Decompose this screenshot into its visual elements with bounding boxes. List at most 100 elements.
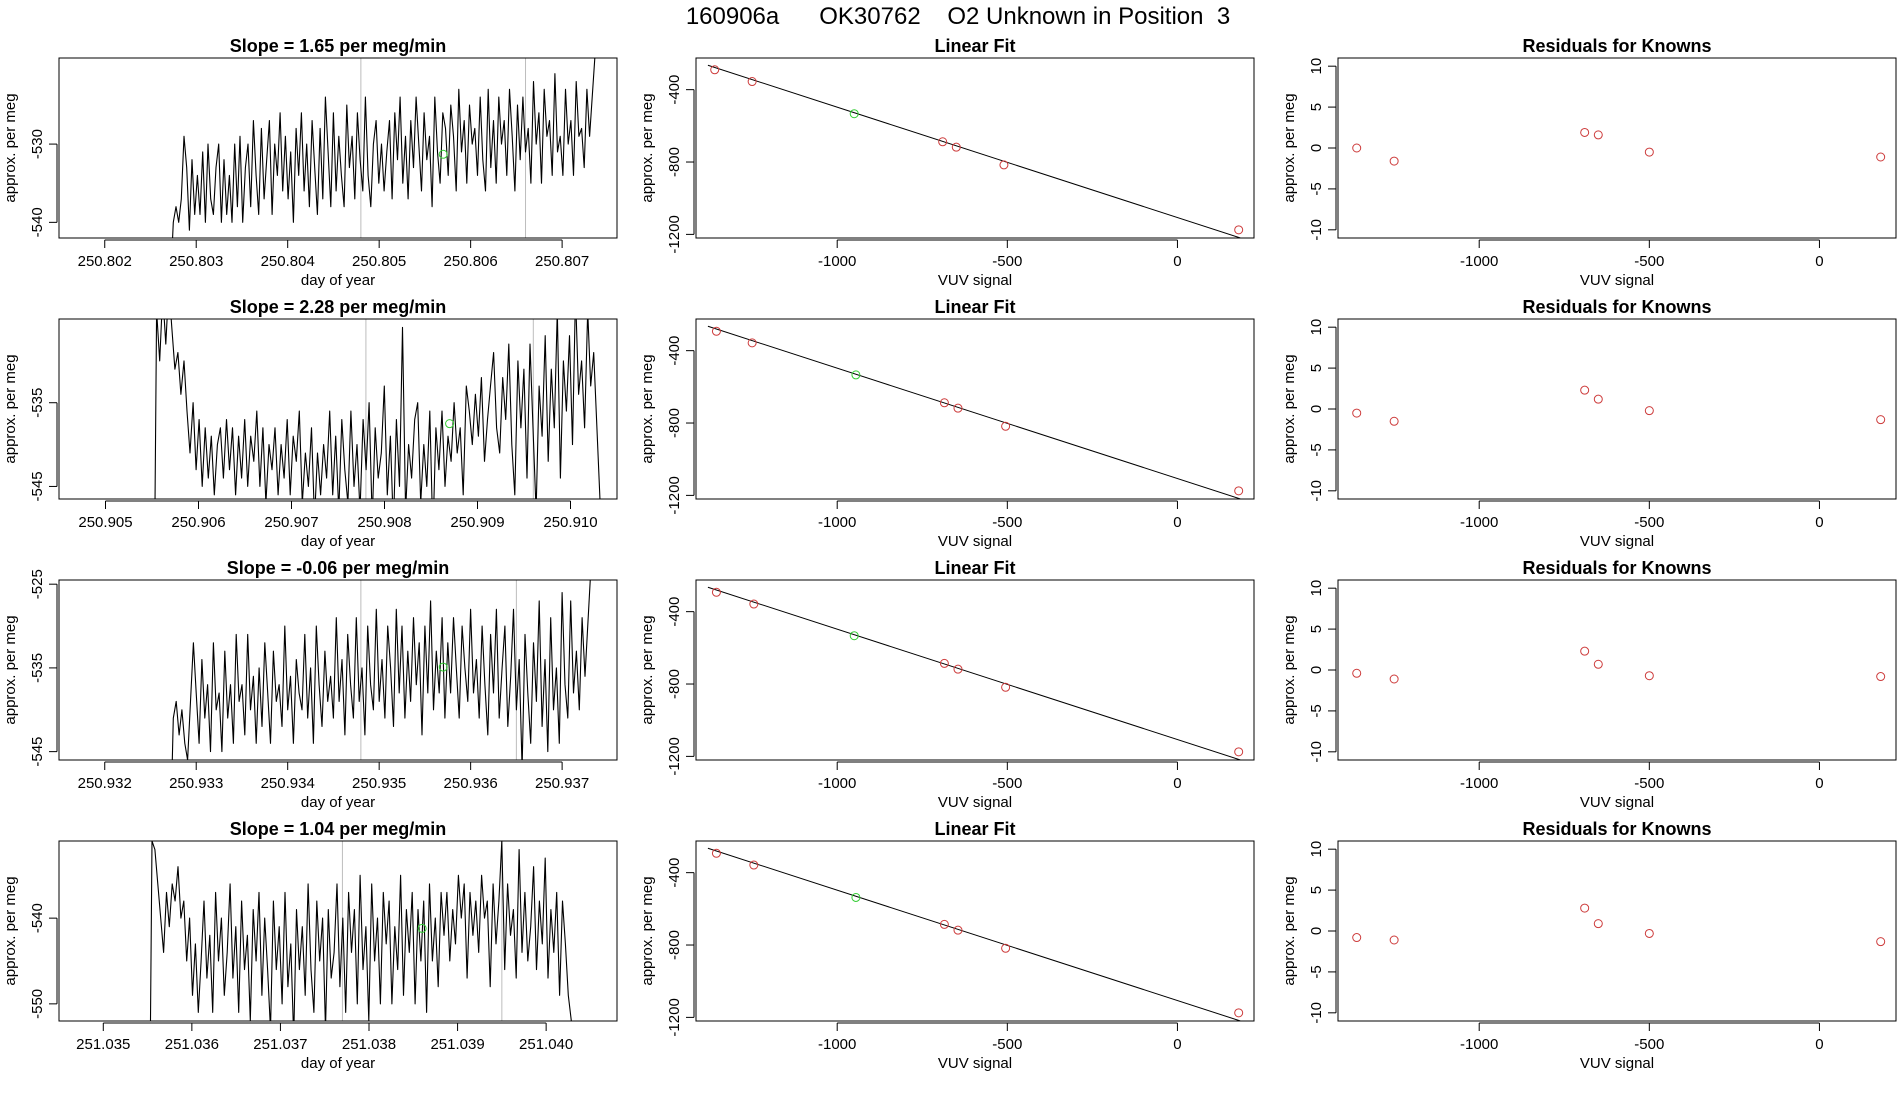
y-tick-label: 10: [1308, 319, 1325, 336]
x-axis: -1000 -500 0 VUV signal: [1460, 1022, 1824, 1072]
x-axis: -1000 -500 0 VUV signal: [818, 500, 1182, 550]
x-axis: 250.932 250.933 250.934 250.935 250.936 250.9…: [78, 761, 589, 811]
x-tick-label: 250.802: [78, 253, 132, 270]
known-point: [939, 398, 949, 408]
y-tick-label: -535: [29, 388, 46, 418]
residual-point: [1644, 406, 1654, 416]
y-tick-label: 10: [1308, 580, 1325, 597]
y-tick-label: -1200: [666, 476, 683, 514]
plot-area: [707, 847, 1244, 1021]
plot-area: [707, 64, 1244, 238]
known-point: [749, 599, 759, 609]
plot-frame: [1337, 840, 1897, 1022]
x-tick-label: -500: [1634, 775, 1664, 792]
unknown-point-marker: [851, 892, 861, 902]
data-trace-line: [154, 319, 601, 499]
known-point: [1001, 943, 1011, 953]
unknown-point-marker: [438, 662, 448, 672]
residual-point: [1389, 935, 1399, 945]
x-axis-label: VUV signal: [1580, 272, 1654, 289]
y-tick-label: 0: [1308, 144, 1325, 152]
panel-title: Slope = 1.04 per meg/min: [230, 819, 447, 839]
x-axis: -1000 -500 0 VUV signal: [1460, 500, 1824, 550]
known-point: [1001, 421, 1011, 431]
x-tick-label: 250.935: [352, 775, 406, 792]
known-point: [747, 338, 757, 348]
plot-frame: [1337, 579, 1897, 761]
plot-frame: [58, 318, 618, 500]
x-axis-label: day of year: [301, 1055, 375, 1072]
residual-point: [1593, 394, 1603, 404]
y-tick-label: -530: [29, 129, 46, 159]
residuals-panel-row-2: Residuals for Knowns -1000 -500 0 VUV signal…: [1281, 297, 1897, 550]
y-axis: -1200 -800 -400 approx. per meg: [639, 597, 695, 776]
y-axis-label: approx. per meg: [639, 354, 656, 463]
plot-area: [707, 325, 1244, 499]
x-tick-label: 250.905: [78, 514, 132, 531]
known-point: [711, 848, 721, 858]
plot-area: [1352, 385, 1886, 426]
residual-point: [1389, 416, 1399, 426]
y-axis-label: approx. per meg: [2, 876, 19, 985]
x-tick-label: 251.036: [165, 1036, 219, 1053]
plot-frame: [58, 840, 618, 1022]
x-axis-label: VUV signal: [938, 533, 1012, 550]
unknown-point-marker: [851, 370, 861, 380]
x-tick-label: 0: [1815, 514, 1823, 531]
x-tick-label: -1000: [1460, 1036, 1498, 1053]
y-tick-label: -10: [1308, 480, 1325, 502]
y-axis-label: approx. per meg: [1281, 354, 1298, 463]
y-tick-label: 5: [1308, 886, 1325, 894]
panel-title: Slope = 1.65 per meg/min: [230, 36, 447, 56]
y-tick-label: -400: [666, 858, 683, 888]
known-point: [953, 925, 963, 935]
x-tick-label: 250.936: [444, 775, 498, 792]
x-axis-label: VUV signal: [1580, 533, 1654, 550]
x-axis-label: day of year: [301, 794, 375, 811]
x-tick-label: 250.932: [78, 775, 132, 792]
x-tick-label: 250.807: [535, 253, 589, 270]
x-axis-label: VUV signal: [1580, 794, 1654, 811]
plot-area: [154, 319, 601, 499]
panel-title: Slope = -0.06 per meg/min: [227, 558, 450, 578]
residual-point: [1352, 933, 1362, 943]
panel-title: Residuals for Knowns: [1522, 819, 1711, 839]
y-tick-label: -550: [29, 989, 46, 1019]
y-axis: -550 -540 approx. per meg: [2, 876, 58, 1019]
x-axis: 251.035 251.036 251.037 251.038 251.039 251.0…: [76, 1022, 573, 1072]
x-tick-label: -1000: [1460, 253, 1498, 270]
y-tick-label: -535: [29, 653, 46, 683]
panel-title: Linear Fit: [934, 558, 1015, 578]
x-tick-label: -500: [1634, 253, 1664, 270]
unknown-point-marker: [849, 109, 859, 119]
known-point: [711, 326, 721, 336]
residual-point: [1644, 928, 1654, 938]
y-tick-label: -800: [666, 408, 683, 438]
x-tick-label: 250.806: [444, 253, 498, 270]
residual-point: [1593, 919, 1603, 929]
x-tick-label: -1000: [818, 1036, 856, 1053]
y-axis: -1200 -800 -400 approx. per meg: [639, 75, 695, 254]
residual-point: [1580, 646, 1590, 656]
residual-point: [1876, 415, 1886, 425]
x-axis: -1000 -500 0 VUV signal: [1460, 761, 1824, 811]
x-tick-label: -500: [1634, 1036, 1664, 1053]
y-tick-label: -800: [666, 930, 683, 960]
known-point: [1234, 1008, 1244, 1018]
plot-frame: [1337, 318, 1897, 500]
timeseries-panel-row-4: Slope = 1.04 per meg/min 251.035 251.036 25…: [2, 819, 618, 1072]
plot-area: [149, 841, 572, 1021]
unknown-point-marker: [445, 419, 455, 429]
plot-frame: [695, 57, 1255, 239]
residual-point: [1876, 937, 1886, 947]
y-tick-label: 0: [1308, 666, 1325, 674]
residual-point: [1580, 903, 1590, 913]
y-axis-label: approx. per meg: [2, 93, 19, 202]
known-point: [1001, 682, 1011, 692]
